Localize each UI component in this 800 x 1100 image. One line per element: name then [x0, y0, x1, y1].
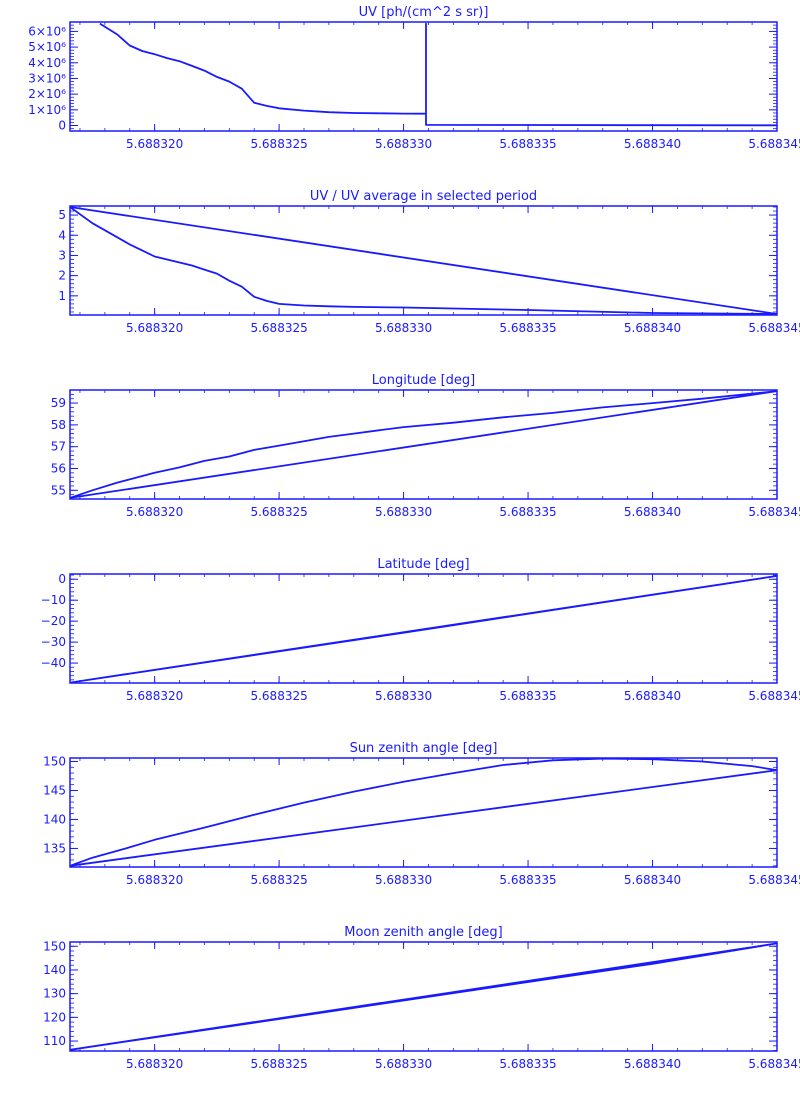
x-tick-label: 5.688345 — [748, 137, 800, 151]
x-tick-label: 5.688320 — [126, 321, 183, 335]
chart-panel-1: UV [ph/(cm^2 s sr)] 5.688320 5.688325 5.688… — [28, 5, 800, 151]
y-tick-label: 0 — [58, 572, 66, 586]
y-tick-label: 150 — [43, 939, 66, 953]
x-tick-label: 5.688320 — [126, 505, 183, 519]
x-tick-label: 5.688325 — [250, 1057, 307, 1071]
plot-frame — [69, 573, 778, 684]
y-tick-label: 2 — [58, 269, 66, 283]
y-tick-label: 57 — [51, 440, 66, 454]
y-tick-label: 55 — [51, 483, 66, 497]
plot-frame — [69, 757, 778, 868]
y-tick-label: 140 — [43, 963, 66, 977]
x-tick-label: 5.688325 — [250, 321, 307, 335]
y-tick-label: −20 — [41, 614, 66, 628]
x-tick-label: 5.688340 — [624, 137, 681, 151]
x-tick-label: 5.688330 — [375, 689, 432, 703]
chart-panel-2: UV / UV average in selected period 5.6883… — [58, 189, 800, 335]
chart-panel-6: Moon zenith angle [deg] 5.688320 5.688325 5… — [43, 925, 800, 1071]
y-tick-label: 4 — [58, 228, 66, 242]
y-tick-label: 1 — [58, 289, 66, 303]
y-tick-label: −30 — [41, 635, 66, 649]
y-tick-label: −40 — [41, 656, 66, 670]
series-line-1 — [70, 390, 777, 499]
y-tick-label: 120 — [43, 1010, 66, 1024]
series-line-1 — [70, 758, 777, 867]
chart-title: Sun zenith angle [deg] — [350, 741, 498, 756]
y-tick-label: 130 — [43, 987, 66, 1001]
x-tick-label: 5.688335 — [499, 873, 556, 887]
y-tick-label: 140 — [43, 812, 66, 826]
x-tick-label: 5.688325 — [250, 873, 307, 887]
x-tick-label: 5.688345 — [748, 689, 800, 703]
y-tick-label: 5 — [58, 208, 66, 222]
x-tick-label: 5.688325 — [250, 505, 307, 519]
x-tick-label: 5.688330 — [375, 505, 432, 519]
chart-title: Longitude [deg] — [372, 373, 475, 388]
y-tick-label: 4×10⁶ — [28, 56, 66, 70]
x-tick-label: 5.688320 — [126, 1057, 183, 1071]
y-tick-label: 5×10⁶ — [28, 40, 66, 54]
x-tick-label: 5.688325 — [250, 137, 307, 151]
chart-title: Moon zenith angle [deg] — [344, 925, 502, 940]
x-tick-label: 5.688320 — [126, 689, 183, 703]
x-tick-label: 5.688335 — [499, 321, 556, 335]
x-tick-label: 5.688320 — [126, 137, 183, 151]
x-tick-label: 5.688320 — [126, 873, 183, 887]
chart-panel-4: Latitude [deg] 5.688320 5.688325 5.688330 5.… — [41, 557, 800, 703]
x-tick-label: 5.688340 — [624, 505, 681, 519]
chart-panel-5: Sun zenith angle [deg] 5.688320 5.688325 5.… — [43, 741, 800, 887]
x-tick-label: 5.688335 — [499, 137, 556, 151]
series-line-1 — [70, 206, 777, 315]
y-tick-label: 110 — [43, 1034, 66, 1048]
y-tick-label: 0 — [58, 119, 66, 133]
y-tick-label: 3 — [58, 248, 66, 262]
chart-panel-3: Longitude [deg] 5.688320 5.688325 5.688330 5… — [51, 373, 800, 519]
y-tick-label: 56 — [51, 461, 66, 475]
plot-frame — [69, 389, 778, 500]
x-tick-label: 5.688345 — [748, 1057, 800, 1071]
y-tick-label: 150 — [43, 754, 66, 768]
chart-title: UV [ph/(cm^2 s sr)] — [359, 5, 489, 20]
x-tick-label: 5.688340 — [624, 873, 681, 887]
chart-title: Latitude [deg] — [377, 557, 469, 572]
y-tick-label: 145 — [43, 783, 66, 797]
x-tick-label: 5.688340 — [624, 689, 681, 703]
y-tick-label: 3×10⁶ — [28, 71, 66, 85]
x-tick-label: 5.688325 — [250, 689, 307, 703]
x-tick-label: 5.688335 — [499, 505, 556, 519]
y-tick-label: −10 — [41, 593, 66, 607]
x-tick-label: 5.688345 — [748, 505, 800, 519]
x-tick-label: 5.688330 — [375, 137, 432, 151]
x-tick-label: 5.688335 — [499, 1057, 556, 1071]
plot-frame — [69, 205, 778, 316]
x-tick-label: 5.688330 — [375, 873, 432, 887]
y-tick-label: 6×10⁶ — [28, 24, 66, 38]
x-tick-label: 5.688340 — [624, 321, 681, 335]
x-tick-label: 5.688330 — [375, 321, 432, 335]
x-tick-label: 5.688345 — [748, 873, 800, 887]
plot-frame — [69, 941, 778, 1052]
x-tick-label: 5.688340 — [624, 1057, 681, 1071]
series-line-1 — [99, 22, 777, 127]
series-line-1 — [70, 942, 777, 1051]
y-tick-label: 1×10⁶ — [28, 103, 66, 117]
y-tick-label: 59 — [51, 396, 66, 410]
x-tick-label: 5.688345 — [748, 321, 800, 335]
x-tick-label: 5.688330 — [375, 1057, 432, 1071]
series-line-1 — [70, 575, 777, 683]
y-tick-label: 135 — [43, 841, 66, 855]
chart-title: UV / UV average in selected period — [310, 189, 537, 204]
plot-frame — [69, 21, 778, 132]
y-tick-label: 2×10⁶ — [28, 87, 66, 101]
x-tick-label: 5.688335 — [499, 689, 556, 703]
y-tick-label: 58 — [51, 418, 66, 432]
